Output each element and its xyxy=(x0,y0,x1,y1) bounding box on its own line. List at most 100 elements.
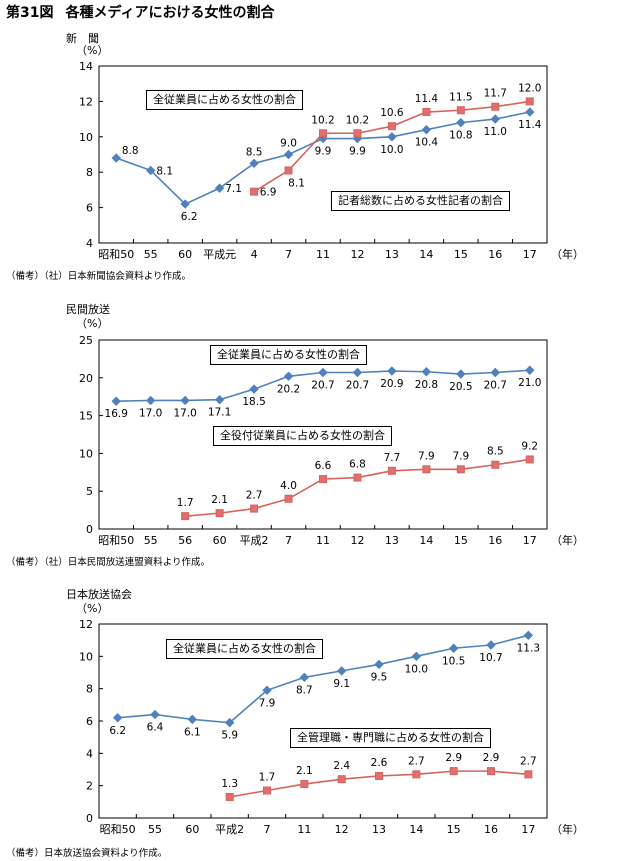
y-axis-unit: （%） xyxy=(76,602,109,615)
data-point xyxy=(421,125,432,135)
data-label: 6.8 xyxy=(349,459,366,471)
data-point xyxy=(491,102,500,111)
x-tick-label: 60 xyxy=(185,823,199,836)
data-point xyxy=(214,395,225,405)
figure-number: 第31図 xyxy=(6,5,54,21)
x-tick-label: 平成元 xyxy=(203,248,236,261)
x-tick-label: 4 xyxy=(251,248,258,261)
chart-newspaper: 新 聞 （%） 4 6 8 10 12 14 昭和50 55 60 平成元 4 7 11 12 13 14 15… xyxy=(0,0,626,290)
x-tick-label: 13 xyxy=(372,823,386,836)
chart-plot: 4 6 8 10 12 14 昭和50 55 60 平成元 4 7 11 12 13 14 15 16 17 （年） 8… xyxy=(79,60,584,261)
data-label: 1.7 xyxy=(177,497,194,509)
data-label: 2.7 xyxy=(246,490,263,502)
data-label: 10.2 xyxy=(346,114,369,126)
source-note: （備考）（社）日本新聞協会資料より作成。 xyxy=(6,271,192,282)
data-label: 20.7 xyxy=(346,380,369,392)
data-point xyxy=(456,106,465,115)
y-tick-label: 10 xyxy=(79,447,93,460)
data-point xyxy=(249,384,259,394)
x-tick-label: 15 xyxy=(454,534,468,547)
chart-commercial-broadcasting: 民間放送 （%） 0 5 10 15 20 25 昭和50 55 56 60 平成2 7 11 12 13 1… xyxy=(6,303,584,568)
x-tick-label: 17 xyxy=(523,534,537,547)
data-point xyxy=(145,165,156,176)
data-label: 20.8 xyxy=(415,379,438,391)
x-tick-label: 7 xyxy=(285,534,292,547)
x-tick-label: 55 xyxy=(148,823,162,836)
x-tick-label: 平成2 xyxy=(215,823,244,836)
data-point xyxy=(111,396,121,406)
data-label: 6.1 xyxy=(184,726,201,738)
data-point xyxy=(353,473,362,482)
data-point xyxy=(250,504,259,513)
data-point xyxy=(187,714,198,725)
data-label: 10.0 xyxy=(405,663,428,675)
x-tick-label: 56 xyxy=(178,534,192,547)
data-label: 6.4 xyxy=(147,722,164,734)
data-label: 6.9 xyxy=(260,187,277,199)
data-point xyxy=(411,651,422,662)
data-label: 1.3 xyxy=(221,778,238,790)
data-point xyxy=(525,107,535,117)
legend-series-2: 全役付従業員に占める女性の割合 xyxy=(213,426,392,446)
x-tick-label: 11 xyxy=(297,823,311,836)
x-tick-label: 60 xyxy=(178,248,192,261)
x-tick-label: 16 xyxy=(488,534,502,547)
data-label: 6.2 xyxy=(181,211,198,223)
x-tick-label: 55 xyxy=(144,248,158,261)
data-label: 2.7 xyxy=(408,755,425,767)
y-tick-label: 8 xyxy=(86,166,93,179)
data-label: 9.2 xyxy=(521,440,538,452)
x-tick-label: 12 xyxy=(335,823,349,836)
data-point xyxy=(215,509,224,518)
data-point xyxy=(262,685,272,695)
data-point xyxy=(456,369,466,379)
data-label: 2.1 xyxy=(296,765,313,777)
y-tick-label: 6 xyxy=(86,202,93,215)
data-label: 2.9 xyxy=(483,752,500,764)
data-label: 1.7 xyxy=(259,772,276,784)
y-tick-label: 6 xyxy=(86,715,93,728)
y-tick-label: 10 xyxy=(79,650,93,663)
data-label: 7.1 xyxy=(225,183,242,195)
y-tick-label: 2 xyxy=(86,780,93,793)
data-label: 20.7 xyxy=(311,380,334,392)
y-tick-label: 20 xyxy=(79,372,93,385)
data-point xyxy=(525,97,534,106)
x-tick-label: 昭和50 xyxy=(98,248,134,261)
figure-title: 各種メディアにおける女性の割合 xyxy=(65,5,275,21)
data-point xyxy=(387,122,396,131)
data-label: 10.0 xyxy=(380,144,403,156)
data-label: 10.6 xyxy=(380,107,404,119)
x-tick-label: 11 xyxy=(316,534,330,547)
x-axis-unit: （年） xyxy=(551,533,584,547)
data-label: 9.1 xyxy=(333,678,350,690)
data-point xyxy=(487,767,495,776)
data-label: 6.6 xyxy=(315,460,332,472)
data-label: 20.2 xyxy=(277,383,300,395)
plot-frame xyxy=(98,339,548,530)
y-tick-label: 8 xyxy=(86,683,93,696)
data-label: 16.9 xyxy=(105,408,128,420)
x-tick-label: 17 xyxy=(521,823,535,836)
data-label: 9.9 xyxy=(349,146,366,158)
chart-title: 民間放送 xyxy=(66,303,110,316)
x-tick-label: 60 xyxy=(213,534,227,547)
data-label: 11.4 xyxy=(518,119,542,131)
data-point xyxy=(375,771,383,780)
data-point xyxy=(319,475,327,484)
x-tick-label: 13 xyxy=(385,534,399,547)
data-label: 20.9 xyxy=(380,378,403,390)
data-label: 2.7 xyxy=(520,755,537,767)
data-label: 11.3 xyxy=(517,642,540,654)
data-label: 9.0 xyxy=(280,138,297,150)
y-tick-label: 0 xyxy=(86,812,93,825)
x-tick-label: 15 xyxy=(447,823,461,836)
data-label: 8.1 xyxy=(156,165,173,177)
data-point xyxy=(353,129,362,138)
data-point xyxy=(319,129,327,138)
data-point xyxy=(387,466,396,475)
legend-series-2: 全管理職・専門職に占める女性の割合 xyxy=(290,728,491,748)
data-label: 7.9 xyxy=(418,450,435,462)
data-point xyxy=(449,767,458,776)
